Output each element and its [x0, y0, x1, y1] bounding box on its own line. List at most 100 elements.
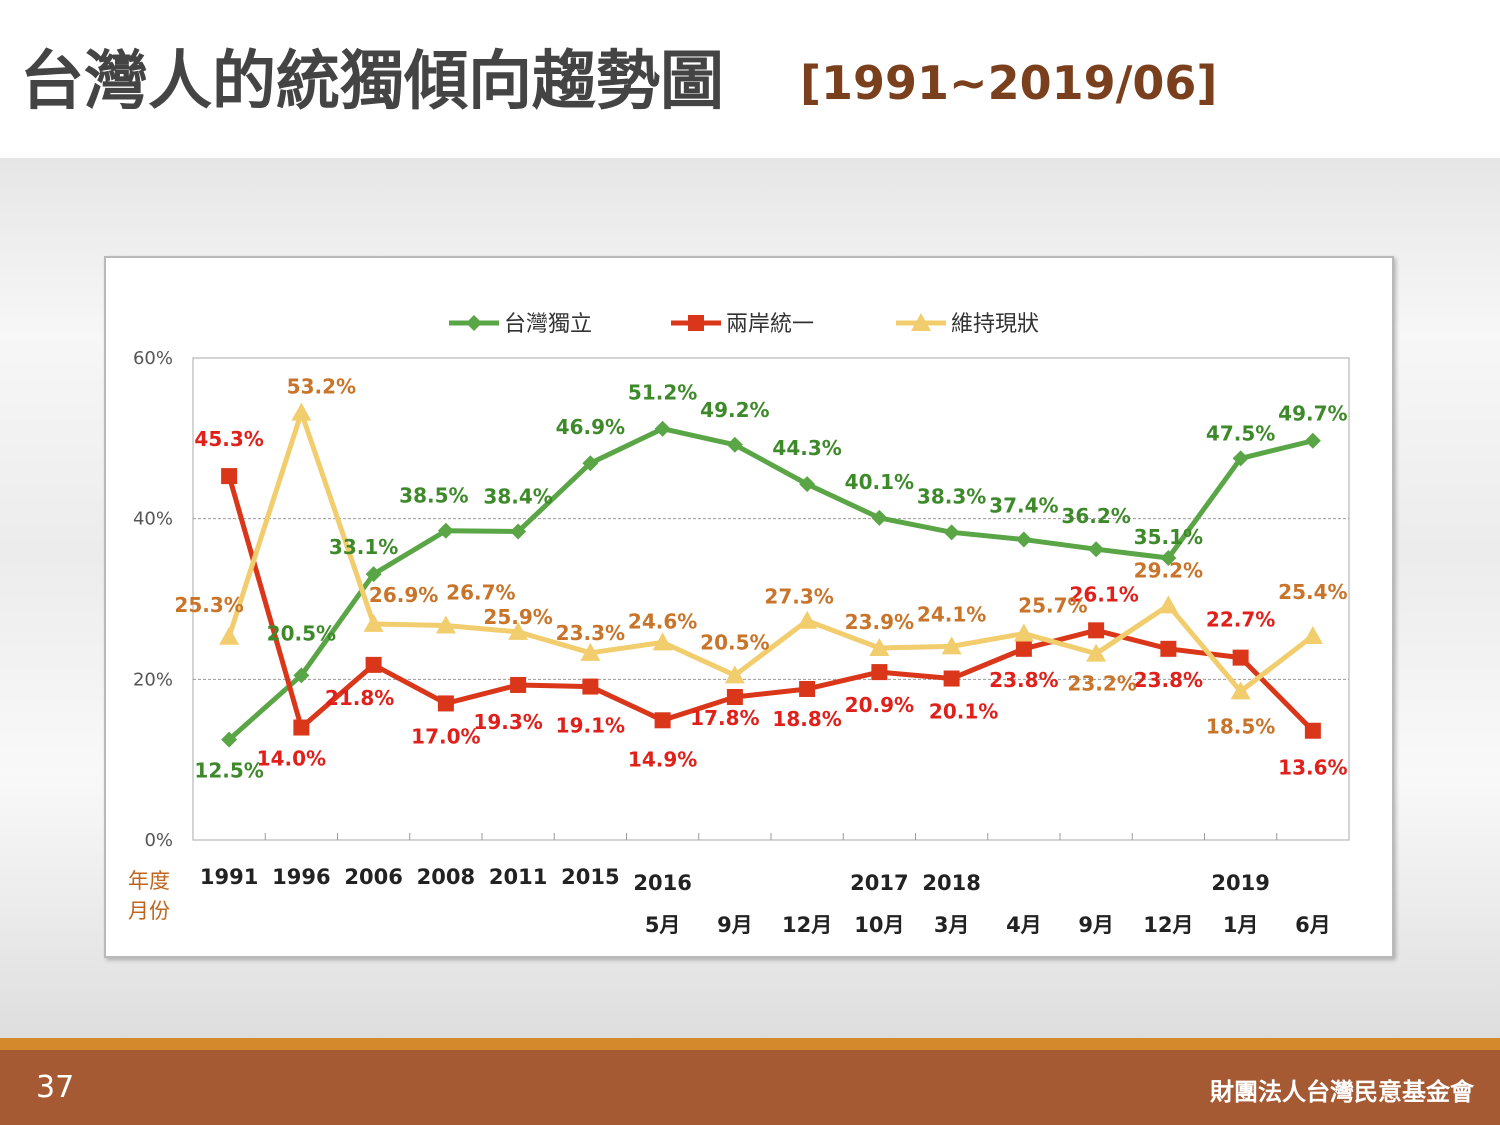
data-point-marker: [580, 642, 601, 661]
data-label: 12.5%: [194, 759, 263, 783]
legend-marker: [688, 315, 704, 331]
data-label: 25.3%: [174, 593, 243, 617]
data-point-marker: [1015, 640, 1032, 657]
x-tick-label-month: 12月: [1143, 913, 1193, 937]
x-tick-label-month: 9月: [717, 913, 753, 937]
data-label: 26.9%: [369, 583, 438, 607]
data-point-marker: [797, 610, 818, 629]
x-tick-label-year: 1991: [200, 865, 258, 889]
data-point-marker: [1232, 450, 1249, 467]
data-point-marker: [1302, 625, 1323, 644]
data-point-marker: [654, 420, 671, 437]
data-label: 23.2%: [1067, 672, 1136, 696]
x-tick-label-month: 12月: [782, 913, 832, 937]
data-point-marker: [219, 626, 240, 645]
data-label: 17.0%: [411, 724, 480, 748]
y-tick-label: 60%: [133, 348, 173, 369]
data-point-marker: [437, 522, 454, 539]
data-label: 45.3%: [194, 427, 263, 451]
data-label: 23.9%: [845, 610, 914, 634]
data-label: 26.7%: [446, 581, 515, 605]
data-label: 36.2%: [1061, 504, 1130, 528]
y-tick-label: 0%: [144, 830, 173, 851]
data-label: 25.7%: [1018, 594, 1087, 618]
data-point-marker: [221, 731, 238, 748]
data-point-marker: [1088, 622, 1105, 639]
data-point-marker: [724, 665, 745, 684]
data-label: 46.9%: [556, 415, 625, 439]
data-label: 20.5%: [267, 621, 336, 645]
data-label: 14.0%: [257, 747, 326, 771]
data-point-marker: [510, 523, 527, 540]
x-tick-label-month: 3月: [934, 913, 970, 937]
x-tick-label-month: 6月: [1295, 913, 1331, 937]
data-label: 40.1%: [845, 470, 914, 494]
data-label: 38.3%: [917, 484, 986, 508]
x-tick-label-month: 9月: [1078, 913, 1114, 937]
slide-title-range: [1991~2019/06]: [800, 56, 1218, 110]
data-point-marker: [1013, 623, 1034, 642]
legend-label: 台灣獨立: [504, 312, 592, 337]
data-point-marker: [365, 566, 382, 583]
x-axis-row-label-month: 月份: [128, 899, 170, 923]
data-label: 25.9%: [483, 605, 552, 629]
data-point-marker: [293, 719, 310, 736]
data-point-marker: [1015, 531, 1032, 548]
legend-label: 兩岸統一: [726, 312, 814, 337]
y-tick-label: 20%: [133, 669, 173, 690]
data-label: 24.6%: [628, 609, 697, 633]
y-tick-label: 40%: [133, 509, 173, 530]
data-point-marker: [1158, 595, 1179, 614]
data-label: 22.7%: [1206, 608, 1275, 632]
title-bar: 台灣人的統獨傾向趨勢圖 [1991~2019/06]: [0, 0, 1500, 158]
x-tick-label-month: 4月: [1006, 913, 1042, 937]
data-label: 29.2%: [1134, 558, 1203, 582]
legend-label: 維持現狀: [951, 312, 1039, 337]
data-point-marker: [1232, 649, 1249, 666]
data-point-marker: [871, 509, 888, 526]
data-label: 21.8%: [325, 686, 394, 710]
data-label: 20.9%: [845, 693, 914, 717]
data-label: 20.1%: [929, 700, 998, 724]
x-tick-label-month: 10月: [854, 913, 904, 937]
footer-accent-strip: [0, 1038, 1500, 1050]
x-tick-label-month: 1月: [1223, 913, 1259, 937]
data-label: 23.3%: [556, 621, 625, 645]
x-tick-label-year: 2006: [344, 865, 402, 889]
data-point-marker: [363, 613, 384, 632]
data-point-marker: [869, 638, 890, 657]
data-label: 38.5%: [399, 484, 468, 508]
x-tick-label-year: 2017: [850, 871, 908, 895]
footer-bar: 37 財團法人台灣民意基金會: [0, 1050, 1500, 1125]
data-label: 19.1%: [556, 714, 625, 738]
data-point-marker: [582, 678, 599, 695]
data-label: 33.1%: [329, 535, 398, 559]
data-label: 24.1%: [917, 602, 986, 626]
x-tick-label-year: 2011: [489, 865, 547, 889]
x-tick-label-year: 1996: [272, 865, 330, 889]
data-label: 44.3%: [772, 436, 841, 460]
data-point-marker: [799, 680, 816, 697]
legend-marker: [911, 313, 931, 331]
data-label: 14.9%: [628, 747, 697, 771]
organization-name: 財團法人台灣民意基金會: [1210, 1078, 1474, 1106]
series-line-3: [226, 410, 1315, 694]
data-label: 25.4%: [1278, 580, 1347, 604]
data-point-marker: [726, 436, 743, 453]
page-number: 37: [36, 1070, 75, 1105]
data-point-marker: [943, 524, 960, 541]
data-point-marker: [1160, 550, 1177, 567]
data-point-marker: [435, 615, 456, 634]
data-label: 26.1%: [1069, 582, 1138, 606]
legend-marker: [466, 315, 482, 331]
data-point-marker: [221, 468, 238, 485]
data-point-marker: [1304, 432, 1321, 449]
series-line-1: [227, 426, 1314, 742]
x-tick-label-month: 5月: [645, 913, 681, 937]
data-label: 19.3%: [473, 710, 542, 734]
data-point-marker: [1086, 643, 1107, 662]
x-tick-label-year: 2008: [417, 865, 475, 889]
data-point-marker: [1230, 681, 1251, 700]
data-point-marker: [654, 712, 671, 729]
chart-frame: 0% 20% 40% 60% 年度 月份 1991 1996 2006 2008 2011 2015 2…: [104, 256, 1394, 958]
